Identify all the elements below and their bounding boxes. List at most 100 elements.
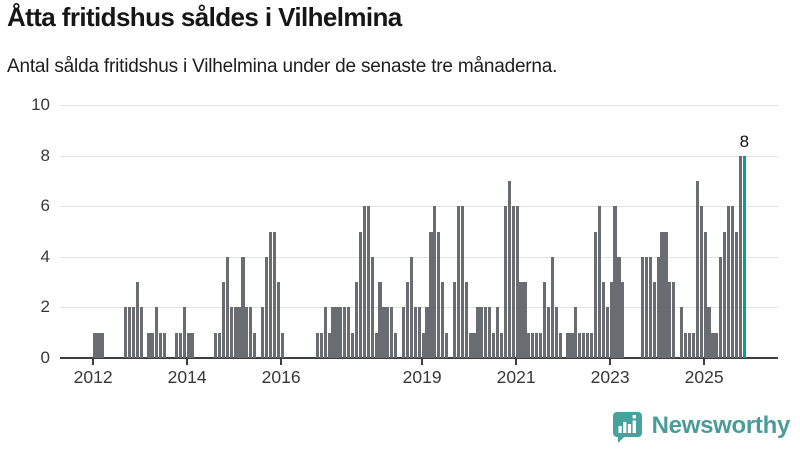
bar	[476, 307, 480, 358]
gridline-y8	[60, 155, 778, 157]
bar	[644, 256, 648, 358]
bar	[217, 332, 222, 358]
bar	[174, 332, 178, 358]
x-axis-label: 2019	[402, 367, 442, 387]
bar	[225, 256, 229, 358]
gridline-y6	[60, 206, 778, 208]
newsworthy-attribution[interactable]: Newsworthy	[611, 409, 790, 443]
x-axis-tick	[609, 359, 612, 365]
bar	[492, 332, 496, 358]
bar	[186, 332, 190, 358]
x-axis-tick	[515, 359, 518, 365]
bar	[730, 206, 735, 358]
bar	[711, 332, 715, 358]
bar	[260, 307, 265, 358]
bar	[421, 332, 425, 358]
bar	[601, 282, 605, 358]
bar	[139, 307, 143, 358]
gridline-y10	[60, 105, 778, 106]
bar	[460, 206, 464, 358]
bar	[734, 231, 739, 358]
logo-exclamation-bar	[632, 420, 636, 433]
bar	[437, 231, 441, 358]
bar	[233, 307, 237, 358]
bar	[221, 282, 225, 358]
bar	[178, 332, 182, 358]
y-axis-label: 4	[40, 246, 50, 266]
bar	[315, 332, 319, 358]
bar	[511, 206, 515, 358]
x-axis-line	[60, 357, 778, 359]
bar	[488, 307, 492, 358]
newsworthy-logo-icon	[611, 409, 643, 443]
bar	[672, 282, 676, 358]
bar	[155, 307, 159, 358]
bar	[190, 332, 194, 358]
x-axis-label: 2025	[684, 367, 724, 387]
y-axis-label: 10	[31, 95, 50, 114]
bar	[507, 180, 511, 358]
bar	[452, 282, 457, 358]
bar	[464, 282, 468, 358]
bar	[405, 282, 410, 358]
bar	[531, 332, 535, 358]
bar	[343, 307, 347, 358]
bar	[429, 231, 433, 358]
x-axis-tick	[280, 359, 283, 365]
gridline-y4	[60, 256, 778, 258]
highlight-bar	[742, 155, 746, 358]
bar	[335, 307, 339, 358]
bar	[272, 231, 276, 358]
bar	[578, 332, 582, 358]
bar	[683, 332, 688, 358]
bar	[691, 332, 695, 358]
bar	[276, 282, 280, 358]
x-axis-tick	[186, 359, 189, 365]
bar	[433, 206, 437, 358]
bar	[523, 282, 527, 358]
x-axis-tick	[92, 359, 95, 365]
bar	[280, 332, 284, 358]
speech-bubble-shape	[612, 412, 642, 443]
bar	[495, 307, 500, 358]
bar	[445, 332, 449, 358]
bar	[362, 206, 366, 358]
y-axis-label: 8	[40, 145, 50, 165]
bar	[542, 282, 547, 358]
logo-bar-2	[622, 422, 627, 433]
bar	[519, 282, 523, 358]
bar	[613, 206, 617, 358]
bar	[147, 332, 151, 358]
x-axis-label: 2014	[167, 367, 207, 387]
bar	[394, 332, 398, 358]
bar	[339, 307, 343, 358]
bar	[417, 307, 421, 358]
bar	[351, 332, 355, 358]
y-axis-label: 0	[40, 348, 50, 367]
bar	[680, 307, 684, 358]
bar	[715, 332, 719, 358]
bar	[374, 332, 378, 358]
bar	[719, 256, 723, 358]
bar	[664, 231, 668, 358]
bar	[609, 282, 613, 358]
bar	[382, 307, 386, 358]
bar	[707, 307, 711, 358]
bar	[241, 256, 245, 358]
bar	[660, 231, 664, 358]
bar	[640, 256, 645, 358]
bar	[268, 231, 272, 358]
bar	[593, 231, 598, 358]
bar-value-label: 8	[739, 131, 750, 151]
bar	[237, 307, 241, 358]
bar	[409, 256, 413, 358]
bar	[738, 155, 742, 358]
bar	[597, 206, 601, 358]
bar	[558, 332, 562, 358]
bar	[472, 332, 476, 358]
bar	[96, 332, 100, 358]
bar	[323, 307, 327, 358]
bar	[358, 231, 363, 358]
bar	[605, 307, 609, 358]
